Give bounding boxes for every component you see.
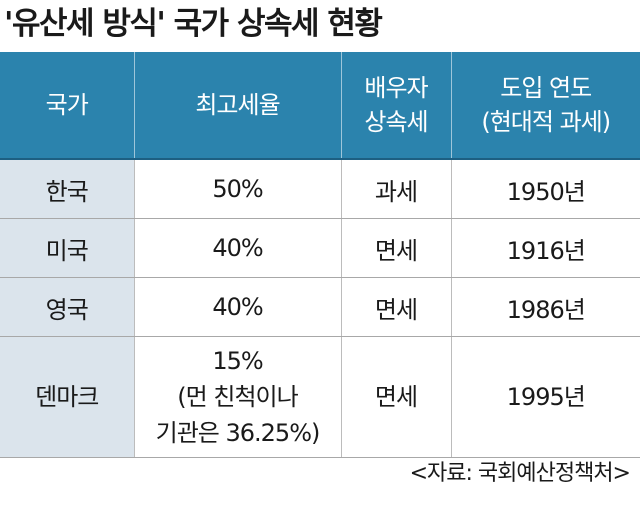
cell-spouse: 면세: [340, 277, 451, 337]
table-row: 영국 40% 면세 1986년: [0, 277, 640, 337]
header-intro-year: 도입 연도 (현대적 과세): [450, 52, 640, 160]
cell-rate: 40%: [133, 218, 341, 278]
header-spouse-tax: 배우자 상속세: [340, 52, 451, 160]
cell-country: 미국: [0, 218, 134, 278]
cell-rate: 50%: [133, 159, 341, 219]
cell-country: 한국: [0, 159, 134, 219]
header-year-line2: (현대적 과세): [481, 108, 611, 136]
header-top-rate: 최고세율: [133, 52, 341, 160]
header-year-line1: 도입 연도: [500, 74, 592, 102]
cell-rate-line3: 기관은 36.25%): [155, 419, 321, 447]
cell-country: 영국: [0, 277, 134, 337]
cell-spouse: 면세: [340, 336, 451, 458]
table-row: 미국 40% 면세 1916년: [0, 218, 640, 278]
cell-rate-line1: 15%: [212, 347, 263, 375]
table-row: 한국 50% 과세 1950년: [0, 159, 640, 219]
cell-spouse: 면세: [340, 218, 451, 278]
table-row: 덴마크 15% (먼 친척이나 기관은 36.25%) 면세 1995년: [0, 336, 640, 458]
cell-rate: 40%: [133, 277, 341, 337]
cell-spouse: 과세: [340, 159, 451, 219]
cell-rate: 15% (먼 친척이나 기관은 36.25%): [133, 336, 341, 458]
cell-year: 1995년: [450, 336, 640, 458]
cell-year: 1916년: [450, 218, 640, 278]
cell-country: 덴마크: [0, 336, 134, 458]
header-spouse-line2: 상속세: [364, 108, 428, 136]
cell-rate-line2: (먼 친척이나: [177, 383, 298, 411]
header-country: 국가: [0, 52, 134, 160]
cell-year: 1950년: [450, 159, 640, 219]
header-spouse-line1: 배우자: [364, 74, 428, 102]
page-title: '유산세 방식' 국가 상속세 현황: [4, 6, 383, 42]
cell-year: 1986년: [450, 277, 640, 337]
table-header-row: 국가 최고세율 배우자 상속세 도입 연도 (현대적 과세): [0, 52, 640, 160]
inheritance-tax-table: 국가 최고세율 배우자 상속세 도입 연도 (현대적 과세) 한국 50% 과세…: [0, 52, 640, 458]
source-note: <자료: 국회예산정책처>: [409, 461, 631, 486]
